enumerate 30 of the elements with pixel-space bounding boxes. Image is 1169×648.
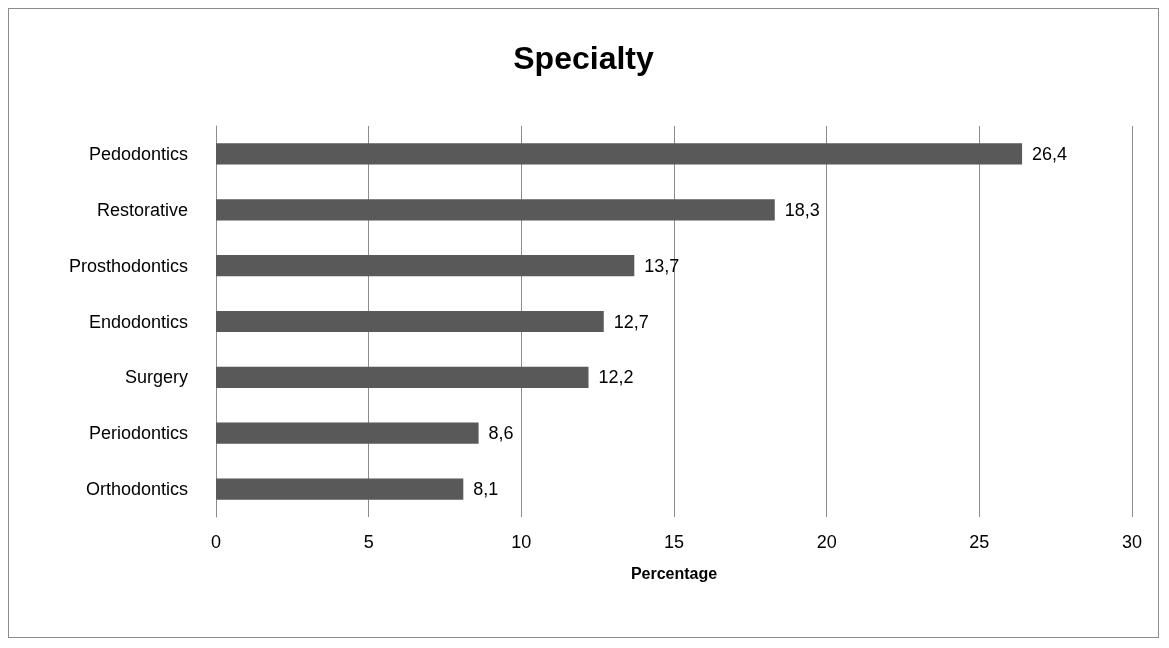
x-tick-label: 5 <box>363 532 374 552</box>
chart-title: Specialty <box>513 40 654 76</box>
y-tick-label: Orthodontics <box>85 479 188 500</box>
bar <box>216 143 1023 165</box>
x-axis-title: Percentage <box>630 564 718 582</box>
bar <box>216 366 589 388</box>
data-label: 26,4 <box>1032 143 1068 164</box>
bar <box>216 478 464 500</box>
x-tick-label: 0 <box>210 532 222 552</box>
y-tick-label: Pedodontics <box>88 143 188 164</box>
data-label: 12,2 <box>598 367 634 388</box>
data-label: 18,3 <box>784 199 820 220</box>
x-tick-label: 10 <box>511 532 532 552</box>
data-label: 8,1 <box>473 479 499 500</box>
bar <box>216 199 775 221</box>
x-tick-label: 20 <box>816 532 837 552</box>
bar <box>216 310 604 333</box>
x-tick-label: 25 <box>969 532 990 552</box>
y-tick-label: Prosthodontics <box>68 255 188 276</box>
y-tick-label: Endodontics <box>88 311 188 332</box>
bar <box>216 422 479 444</box>
x-tick-label: 30 <box>1121 532 1143 552</box>
x-tick-label: 15 <box>663 532 685 552</box>
y-tick-label: Surgery <box>124 367 188 388</box>
data-label: 8,6 <box>488 423 514 444</box>
data-label: 13,7 <box>644 255 680 276</box>
bar <box>216 255 635 277</box>
y-tick-label: Periodontics <box>88 423 188 444</box>
data-label: 12,7 <box>613 311 649 332</box>
y-tick-label: Restorative <box>96 199 188 220</box>
